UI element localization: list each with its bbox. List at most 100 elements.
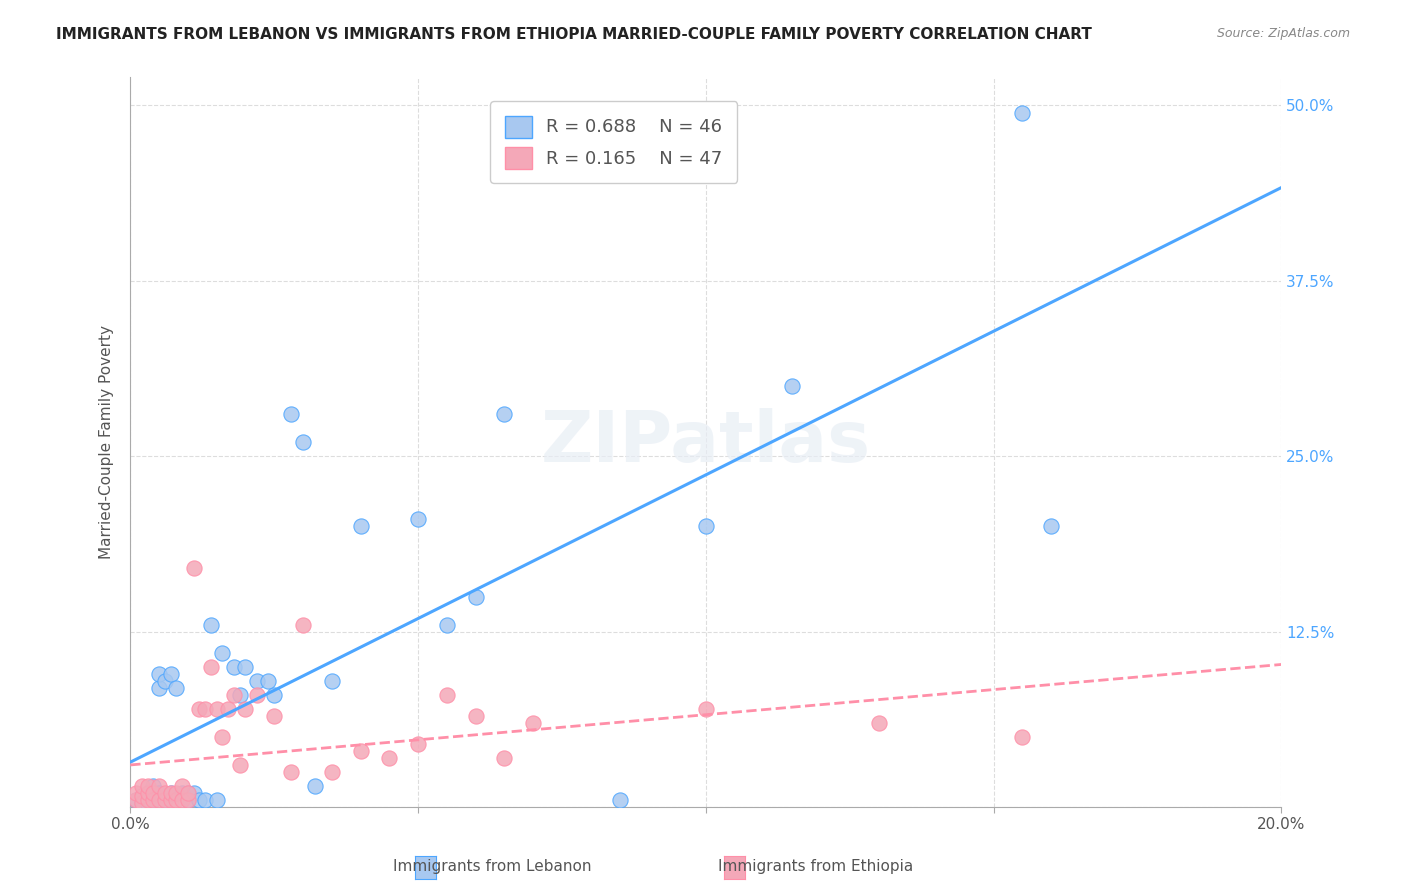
Point — [228, 688, 250, 702]
Point — [131, 789, 153, 803]
Point — [136, 786, 159, 800]
Point — [257, 673, 280, 688]
Point — [211, 730, 233, 744]
Point — [1040, 519, 1063, 533]
Point — [868, 715, 890, 730]
Point — [148, 793, 170, 807]
Point — [1011, 105, 1033, 120]
Point — [464, 708, 486, 723]
Point — [165, 681, 187, 695]
Point — [217, 702, 239, 716]
Point — [349, 519, 371, 533]
Point — [695, 519, 717, 533]
Point — [148, 666, 170, 681]
Point — [142, 779, 165, 793]
Text: IMMIGRANTS FROM LEBANON VS IMMIGRANTS FROM ETHIOPIA MARRIED-COUPLE FAMILY POVERT: IMMIGRANTS FROM LEBANON VS IMMIGRANTS FR… — [56, 27, 1092, 42]
Point — [280, 407, 302, 421]
Point — [159, 786, 181, 800]
Point — [131, 779, 153, 793]
Point — [1011, 730, 1033, 744]
Text: Immigrants from Ethiopia: Immigrants from Ethiopia — [718, 859, 912, 874]
Point — [136, 779, 159, 793]
Point — [200, 617, 222, 632]
Point — [142, 793, 165, 807]
Point — [148, 779, 170, 793]
Point — [136, 791, 159, 805]
Point — [136, 797, 159, 812]
Point — [205, 702, 228, 716]
Point — [695, 702, 717, 716]
Point — [142, 793, 165, 807]
Point — [177, 786, 200, 800]
Point — [131, 796, 153, 810]
Point — [177, 793, 200, 807]
Point — [153, 793, 176, 807]
Text: ZIPatlas: ZIPatlas — [541, 408, 870, 476]
Point — [194, 702, 217, 716]
Point — [205, 793, 228, 807]
Point — [291, 617, 314, 632]
Point — [321, 673, 343, 688]
Point — [172, 786, 194, 800]
Point — [263, 688, 285, 702]
Point — [464, 590, 486, 604]
Point — [142, 786, 165, 800]
Point — [304, 779, 326, 793]
Point — [159, 793, 181, 807]
Point — [246, 673, 269, 688]
Y-axis label: Married-Couple Family Poverty: Married-Couple Family Poverty — [100, 326, 114, 559]
Point — [188, 793, 211, 807]
Point — [142, 786, 165, 800]
Point — [291, 435, 314, 450]
Point — [153, 786, 176, 800]
Point — [228, 758, 250, 772]
Point — [136, 793, 159, 807]
Point — [153, 793, 176, 807]
Text: Immigrants from Lebanon: Immigrants from Lebanon — [392, 859, 592, 874]
Legend: R = 0.688    N = 46, R = 0.165    N = 47: R = 0.688 N = 46, R = 0.165 N = 47 — [491, 101, 737, 183]
Point — [125, 793, 148, 807]
Point — [235, 702, 257, 716]
Point — [280, 764, 302, 779]
Point — [200, 659, 222, 673]
Point — [172, 793, 194, 807]
Point — [378, 751, 401, 765]
Point — [406, 737, 429, 751]
Point — [609, 793, 631, 807]
Point — [235, 659, 257, 673]
Point — [194, 793, 217, 807]
Point — [159, 666, 181, 681]
Text: Source: ZipAtlas.com: Source: ZipAtlas.com — [1216, 27, 1350, 40]
Point — [165, 793, 187, 807]
Point — [159, 786, 181, 800]
Point — [188, 702, 211, 716]
Point — [172, 779, 194, 793]
Point — [183, 786, 205, 800]
Point — [522, 715, 544, 730]
Point — [263, 708, 285, 723]
Point — [148, 786, 170, 800]
Point — [222, 659, 245, 673]
Point — [494, 407, 516, 421]
Point — [494, 751, 516, 765]
Point — [136, 786, 159, 800]
Point — [321, 764, 343, 779]
Point — [131, 796, 153, 810]
Point — [222, 688, 245, 702]
Point — [148, 681, 170, 695]
Point — [780, 379, 803, 393]
Point — [131, 789, 153, 803]
Point — [183, 561, 205, 575]
Point — [177, 786, 200, 800]
Point — [125, 786, 148, 800]
Point — [349, 744, 371, 758]
Point — [165, 786, 187, 800]
Point — [177, 793, 200, 807]
Point — [211, 646, 233, 660]
Point — [153, 673, 176, 688]
Point — [125, 793, 148, 807]
Point — [436, 688, 458, 702]
Point — [436, 617, 458, 632]
Point — [246, 688, 269, 702]
Point — [406, 512, 429, 526]
